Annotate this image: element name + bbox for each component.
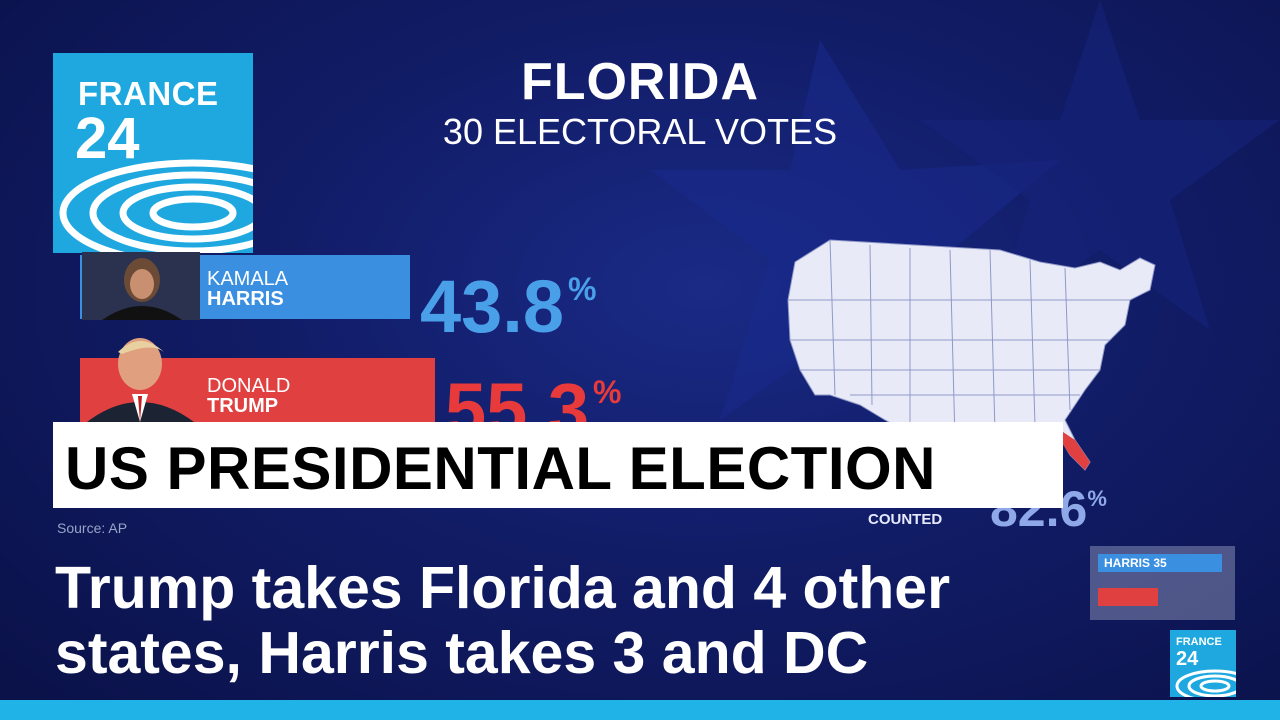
- logo-number: 24: [75, 106, 140, 171]
- candidate-photo: [82, 322, 200, 422]
- electoral-votes: 30 ELECTORAL VOTES: [442, 111, 838, 152]
- small-logo: FRANCE 24: [1170, 630, 1236, 697]
- bottom-stripe: [0, 700, 1280, 720]
- vote-share: 43.8%: [420, 252, 596, 344]
- mini-scoreboard: HARRIS 35: [1090, 546, 1235, 620]
- mini-trump: [1098, 588, 1158, 606]
- small-logo-text: FRANCE: [1176, 636, 1222, 648]
- topic-banner: US PRESIDENTIAL ELECTION: [53, 422, 1063, 508]
- first-name: KAMALA: [207, 268, 289, 290]
- headline-line: Trump takes Florida and 4 other: [55, 555, 951, 621]
- state-title: FLORIDA: [520, 53, 760, 111]
- counted-label: COUNTED: [868, 511, 943, 528]
- first-name: DONALD: [207, 375, 291, 397]
- florida-state: [1058, 430, 1090, 470]
- headline: Trump takes Florida and 4 other states, …: [55, 556, 950, 686]
- logo-arcs: [59, 159, 253, 253]
- france24-logo: FRANCE 24: [53, 53, 253, 253]
- state-lines: [788, 239, 1130, 441]
- last-name: HARRIS: [207, 288, 284, 310]
- candidate-photo: [82, 252, 200, 320]
- percent-sign: %: [568, 271, 597, 307]
- source: Source: AP: [57, 520, 128, 536]
- percent-sign: %: [593, 374, 622, 410]
- last-name: TRUMP: [207, 395, 279, 417]
- small-logo-number: 24: [1176, 648, 1199, 670]
- vote-percent: 43.8: [420, 265, 565, 348]
- candidate-name: KAMALA HARRIS: [207, 269, 288, 309]
- mini-harris: HARRIS 35: [1098, 554, 1222, 572]
- logo-text: FRANCE: [78, 75, 219, 112]
- candidate-name: DONALD TRUMP: [207, 376, 290, 416]
- headline-line: states, Harris takes 3 and DC: [55, 620, 869, 686]
- banner-text: US PRESIDENTIAL ELECTION: [65, 435, 936, 502]
- percent-sign: %: [1087, 486, 1107, 511]
